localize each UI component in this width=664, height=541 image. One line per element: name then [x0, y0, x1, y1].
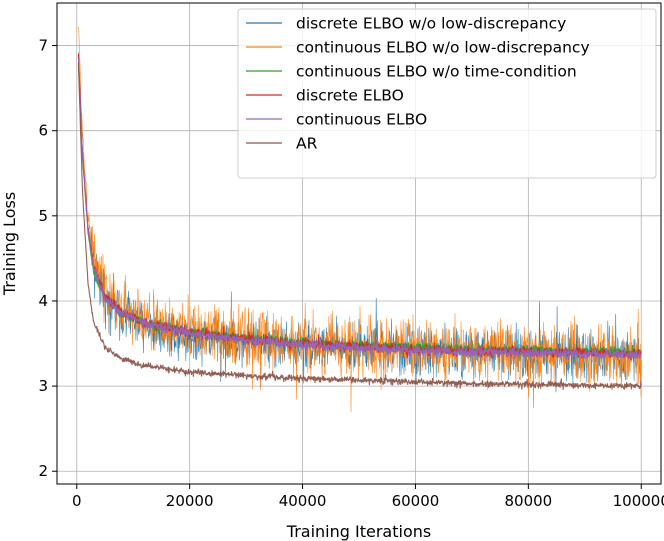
x-tick-label: 0 [72, 492, 82, 510]
series-line-1 [78, 26, 642, 412]
y-tick-label: 4 [38, 292, 48, 310]
series-line-5 [77, 62, 642, 391]
legend-label: continuous ELBO w/o low-discrepancy [296, 39, 590, 57]
x-tick-label: 80000 [504, 492, 552, 510]
y-tick-label: 2 [38, 462, 48, 480]
x-tick-label: 60000 [392, 492, 440, 510]
y-tick-label: 3 [38, 377, 48, 395]
x-tick-label: 40000 [279, 492, 327, 510]
legend: discrete ELBO w/o low-discrepancy continu… [237, 8, 657, 179]
x-axis-label: Training Iterations [286, 522, 431, 541]
legend-label: AR [296, 135, 318, 153]
series-layer [77, 26, 642, 412]
y-axis-label: Training Loss [0, 192, 19, 296]
legend-label: continuous ELBO w/o time-condition [296, 63, 577, 81]
legend-box [237, 8, 657, 179]
y-tick-label: 6 [38, 122, 48, 140]
series-line-4 [77, 58, 642, 361]
x-tick-label: 20000 [166, 492, 214, 510]
legend-label: continuous ELBO [296, 111, 427, 129]
legend-label: discrete ELBO [296, 87, 404, 105]
y-tick-label: 7 [38, 37, 48, 55]
x-tick-label: 100000 [613, 492, 664, 510]
axis-ticks: 0 20000 40000 60000 80000 100000 2 3 4 5 6 7 [38, 37, 664, 510]
plot-frame [56, 2, 662, 485]
legend-label: discrete ELBO w/o low-discrepancy [296, 15, 566, 33]
y-tick-label: 5 [38, 207, 48, 225]
